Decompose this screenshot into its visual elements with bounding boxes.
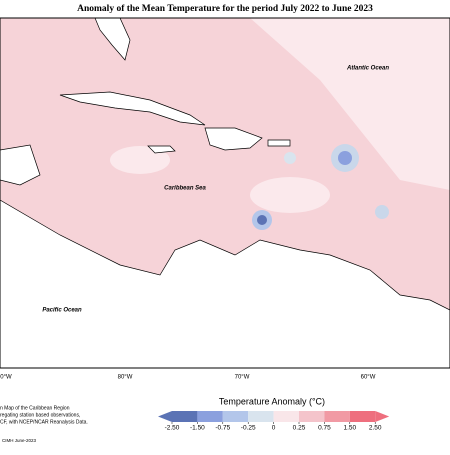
puerto-rico <box>267 139 291 147</box>
longitude-labels: 0°W 80°W 70°W 60°W <box>0 375 375 381</box>
light-shading <box>250 177 330 213</box>
legend-swatch <box>273 411 299 422</box>
land <box>0 199 450 369</box>
legend-swatch <box>172 411 198 422</box>
legend-tick-label: -2.50 <box>165 425 180 432</box>
map-title: Anomaly of the Mean Temperature for the … <box>77 4 373 14</box>
map-frame <box>0 17 450 369</box>
legend-tick-label: 0 <box>272 425 276 432</box>
hispaniola <box>204 127 263 151</box>
legend-swatch <box>299 411 325 422</box>
legend: Temperature Anomaly (°C) -2.50 -1.50 -0.75… <box>158 396 390 432</box>
legend-swatch <box>197 411 223 422</box>
longitude-label: 80°W <box>118 375 133 381</box>
map-area: Atlantic Ocean Caribbean Sea Pacific Oce… <box>0 17 450 369</box>
jamaica <box>147 145 176 154</box>
legend-swatch <box>222 411 249 422</box>
footnote-line: n Map of the Caribbean Region <box>0 405 70 411</box>
footnote-line: regating station based observations, <box>0 412 80 418</box>
footnote: CIMH June-2023 n Map of the Caribbean Re… <box>0 405 88 443</box>
legend-tick-label: -0.75 <box>215 425 230 432</box>
legend-swatch <box>248 411 274 422</box>
legend-swatch <box>349 411 376 422</box>
legend-end <box>375 411 390 422</box>
longitude-label: 60°W <box>361 375 376 381</box>
cuba <box>59 91 206 126</box>
credit: CIMH June-2023 <box>2 438 37 443</box>
legend-tick-label: 0.75 <box>318 425 331 432</box>
legend-swatch <box>324 411 350 422</box>
legend-title: Temperature Anomaly (°C) <box>219 396 325 406</box>
legend-tick-label: 2.50 <box>369 425 382 432</box>
longitude-label: 0°W <box>0 375 12 381</box>
cool-anomaly <box>257 215 267 225</box>
cool-anomaly <box>375 205 389 219</box>
yucatan <box>0 144 41 186</box>
legend-tick-label: 1.50 <box>343 425 356 432</box>
ocean-label: Pacific Ocean <box>42 308 82 314</box>
ocean-label: Atlantic Ocean <box>346 66 389 72</box>
legend-tick-label: -0.25 <box>241 425 256 432</box>
legend-tick-label: 0.25 <box>293 425 306 432</box>
cool-anomaly <box>338 151 352 165</box>
light-shading <box>250 18 450 190</box>
legend-tick-label: -1.50 <box>190 425 205 432</box>
longitude-label: 70°W <box>235 375 250 381</box>
footnote-line: CF, with NCEP/NCAR Reanalysis Data. <box>0 419 88 425</box>
cool-anomaly <box>284 152 296 164</box>
sea-label: Caribbean Sea <box>164 186 206 192</box>
legend-end <box>158 411 172 422</box>
